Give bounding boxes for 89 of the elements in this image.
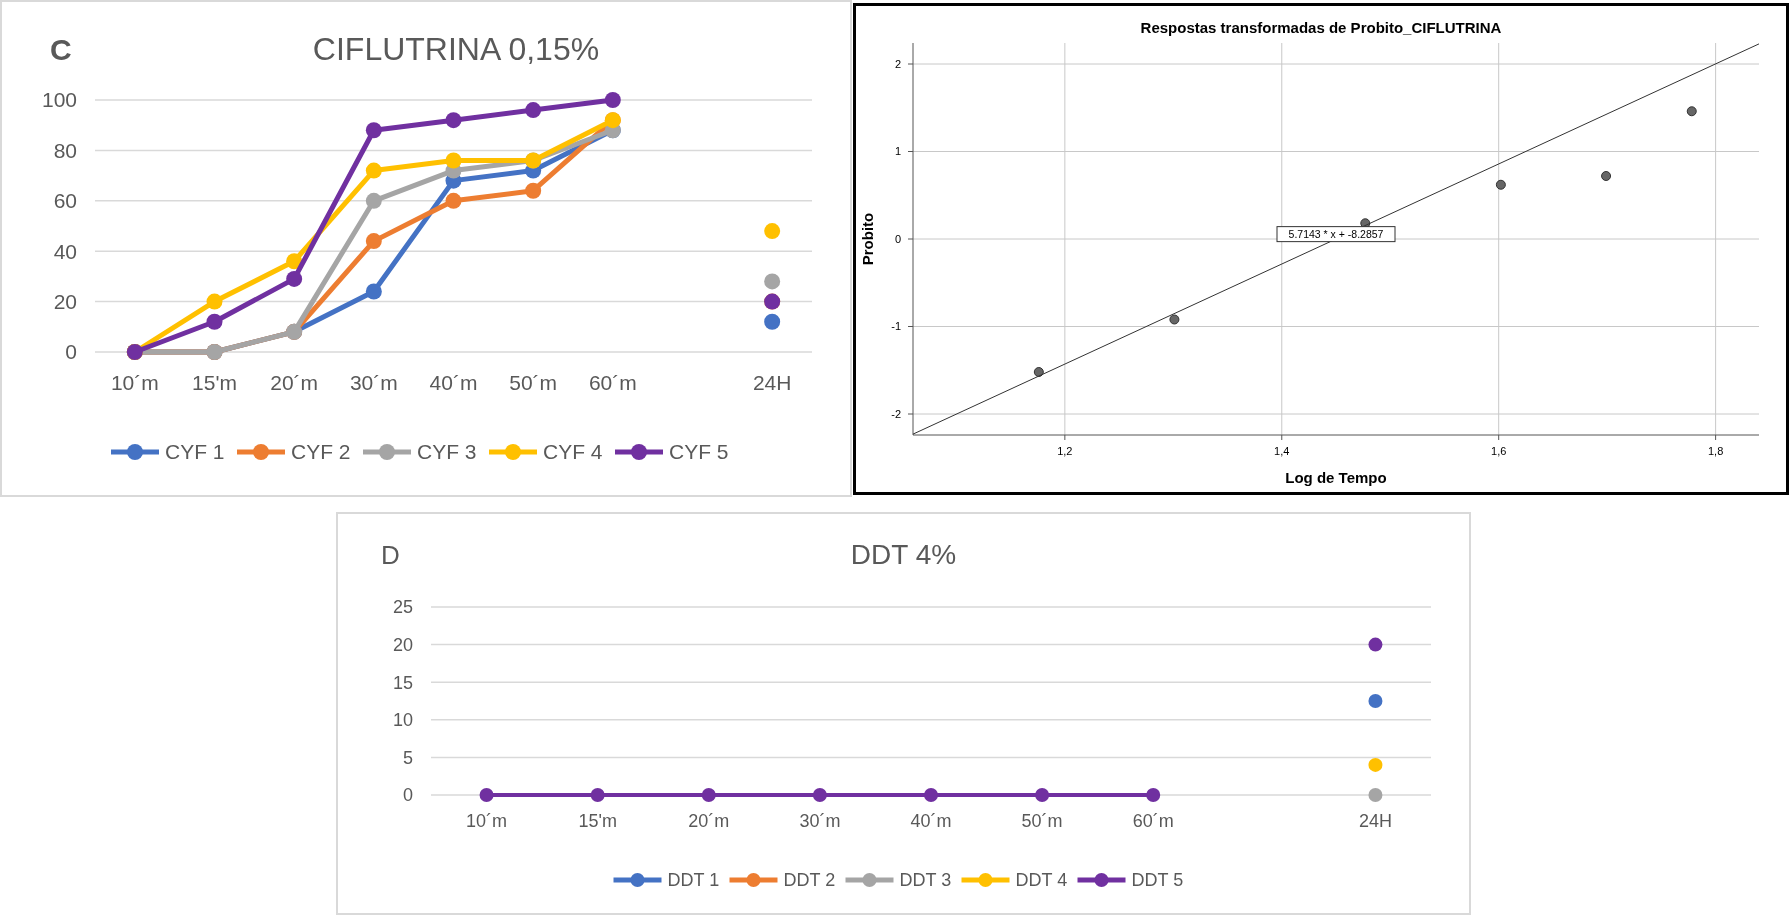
legend-label: CYF 4 <box>543 440 603 464</box>
y-axis-title: Probito <box>859 212 876 266</box>
chart-title: DDT 4% <box>850 539 957 570</box>
x-tick-label: 50´m <box>509 371 558 394</box>
point <box>1146 788 1161 802</box>
x-tick-label: 40´m <box>429 371 478 394</box>
point <box>445 192 462 209</box>
point <box>764 273 781 290</box>
point <box>1368 788 1383 802</box>
text: C <box>50 33 72 66</box>
legend-label: DDT 5 <box>1131 870 1184 891</box>
point <box>286 270 303 287</box>
legend-label: CYF 1 <box>165 440 225 464</box>
x-tick-label: 1,6 <box>1491 445 1507 457</box>
x-tick-label: 60´m <box>588 371 637 394</box>
y-tick-label: 0 <box>894 232 901 245</box>
x-axis-title: Log de Tempo <box>1285 469 1387 486</box>
x-tick-label: 24H <box>752 371 792 394</box>
x-tick-label: 40´m <box>910 811 952 831</box>
point <box>445 112 462 129</box>
point <box>1368 694 1383 708</box>
y-tick-label: 1 <box>894 145 901 158</box>
point <box>525 182 542 199</box>
point <box>1601 171 1612 181</box>
chart-title: Respostas transformadas de Probito_CIFLUTRINA <box>1140 19 1502 36</box>
point <box>286 253 303 270</box>
y-tick-label: -2 <box>891 407 901 420</box>
annotation: 5.7143 * x + -8.2857 <box>1288 228 1384 241</box>
legend-label: CYF 3 <box>417 440 477 464</box>
point <box>365 283 382 300</box>
x-tick-label: 50´m <box>1021 811 1063 831</box>
legend-label: DDT 4 <box>1015 870 1068 891</box>
x-tick-label: 60´m <box>1132 811 1174 831</box>
point <box>1169 314 1180 325</box>
y-tick-label: 5 <box>402 747 413 768</box>
y-tick-label: 15 <box>392 672 413 693</box>
y-tick-label: 10 <box>392 710 413 731</box>
x-tick-label: 10´m <box>110 371 159 394</box>
x-tick-label: 1,8 <box>1707 445 1724 457</box>
point <box>365 233 382 250</box>
legend-label: DDT 3 <box>899 870 952 891</box>
point <box>812 788 827 802</box>
y-tick-label: 20 <box>53 289 77 313</box>
point <box>206 313 223 330</box>
point <box>365 162 382 179</box>
y-tick-label: 40 <box>53 239 77 263</box>
y-tick-label: -1 <box>891 320 901 333</box>
point <box>604 92 621 108</box>
x-tick-label: 10´m <box>466 811 508 831</box>
x-tick-label: 15'm <box>192 371 237 394</box>
y-tick-label: 60 <box>53 189 77 213</box>
point <box>1368 757 1383 772</box>
point <box>365 192 382 209</box>
y-tick-label: 100 <box>41 88 77 112</box>
point <box>590 788 605 802</box>
chart-title: CIFLUTRINA 0,15% <box>312 31 600 67</box>
y-tick-label: 80 <box>53 138 77 162</box>
x-tick-label: 30´m <box>799 811 841 831</box>
legend-label: DDT 2 <box>783 870 836 891</box>
x-tick-label: 20´m <box>270 371 319 394</box>
y-tick-label: 0 <box>65 340 77 364</box>
point <box>701 788 716 802</box>
point <box>924 788 938 802</box>
point <box>365 122 382 139</box>
point <box>445 152 462 169</box>
x-tick-label: 1,4 <box>1274 445 1290 457</box>
point <box>764 223 781 240</box>
point <box>1033 367 1044 377</box>
x-tick-label: 24H <box>1358 811 1392 831</box>
legend-label: DDT 1 <box>667 870 720 891</box>
point <box>206 293 223 310</box>
point <box>1686 106 1697 117</box>
point <box>1035 788 1050 802</box>
point <box>1495 179 1506 190</box>
point <box>525 102 542 119</box>
x-tick-label: 1,2 <box>1057 445 1073 457</box>
y-tick-label: 20 <box>392 634 413 655</box>
x-tick-label: 20´m <box>688 811 730 831</box>
text: D <box>381 540 400 570</box>
y-tick-label: 25 <box>392 597 413 618</box>
point <box>1368 637 1383 652</box>
point <box>764 313 781 330</box>
legend-label: CYF 5 <box>669 440 729 464</box>
point <box>479 788 494 802</box>
y-tick-label: 2 <box>894 57 901 70</box>
y-tick-label: 0 <box>402 785 413 806</box>
x-tick-label: 15'm <box>578 811 617 831</box>
legend-label: CYF 2 <box>291 440 351 464</box>
x-tick-label: 30´m <box>349 371 398 394</box>
